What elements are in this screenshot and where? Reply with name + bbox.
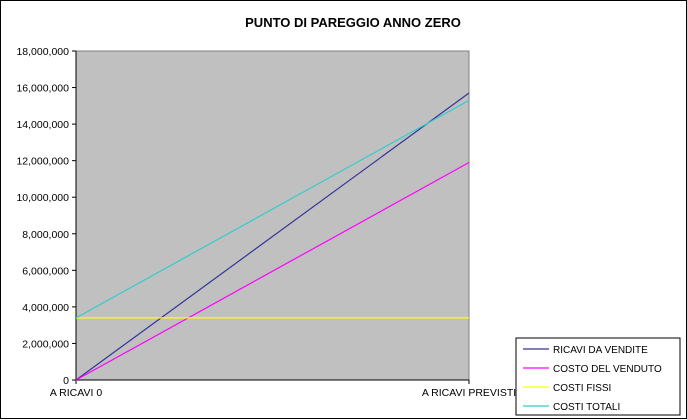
x-tick-label: A RICAVI PREVISTI xyxy=(422,387,516,399)
y-tick-label: 12,000,000 xyxy=(16,156,69,168)
y-tick-label: 18,000,000 xyxy=(16,46,69,58)
series-line xyxy=(75,99,470,319)
y-tick-label: 8,000,000 xyxy=(22,229,69,241)
y-tick-label: 0 xyxy=(63,375,69,387)
plot-area xyxy=(75,50,470,381)
y-tick-label: 14,000,000 xyxy=(16,119,69,131)
y-tick-label: 2,000,000 xyxy=(22,338,69,350)
y-tick-label: 16,000,000 xyxy=(16,83,69,95)
legend-label: COSTI FISSI xyxy=(553,383,611,394)
legend-box xyxy=(515,337,681,416)
axes: 0 2,000,000 4,000,000 6,000,000 8,000,000 10,… xyxy=(16,46,516,399)
y-tick-label: 4,000,000 xyxy=(22,302,69,314)
series-lines xyxy=(75,92,470,381)
y-tick-label: 6,000,000 xyxy=(22,265,69,277)
legend-label: COSTO DEL VENDUTO xyxy=(553,364,662,375)
x-tick-label: A RICAVI 0 xyxy=(50,387,102,399)
y-tick-label: 10,000,000 xyxy=(16,192,69,204)
legend: RICAVI DA VENDITE COSTO DEL VENDUTO COSTI … xyxy=(515,337,681,416)
series-line xyxy=(75,161,470,381)
chart-title: PUNTO DI PAREGGIO ANNO ZERO xyxy=(245,15,461,30)
legend-label: COSTI TOTALI xyxy=(553,402,620,413)
series-line xyxy=(75,92,470,381)
legend-label: RICAVI DA VENDITE xyxy=(553,345,648,356)
